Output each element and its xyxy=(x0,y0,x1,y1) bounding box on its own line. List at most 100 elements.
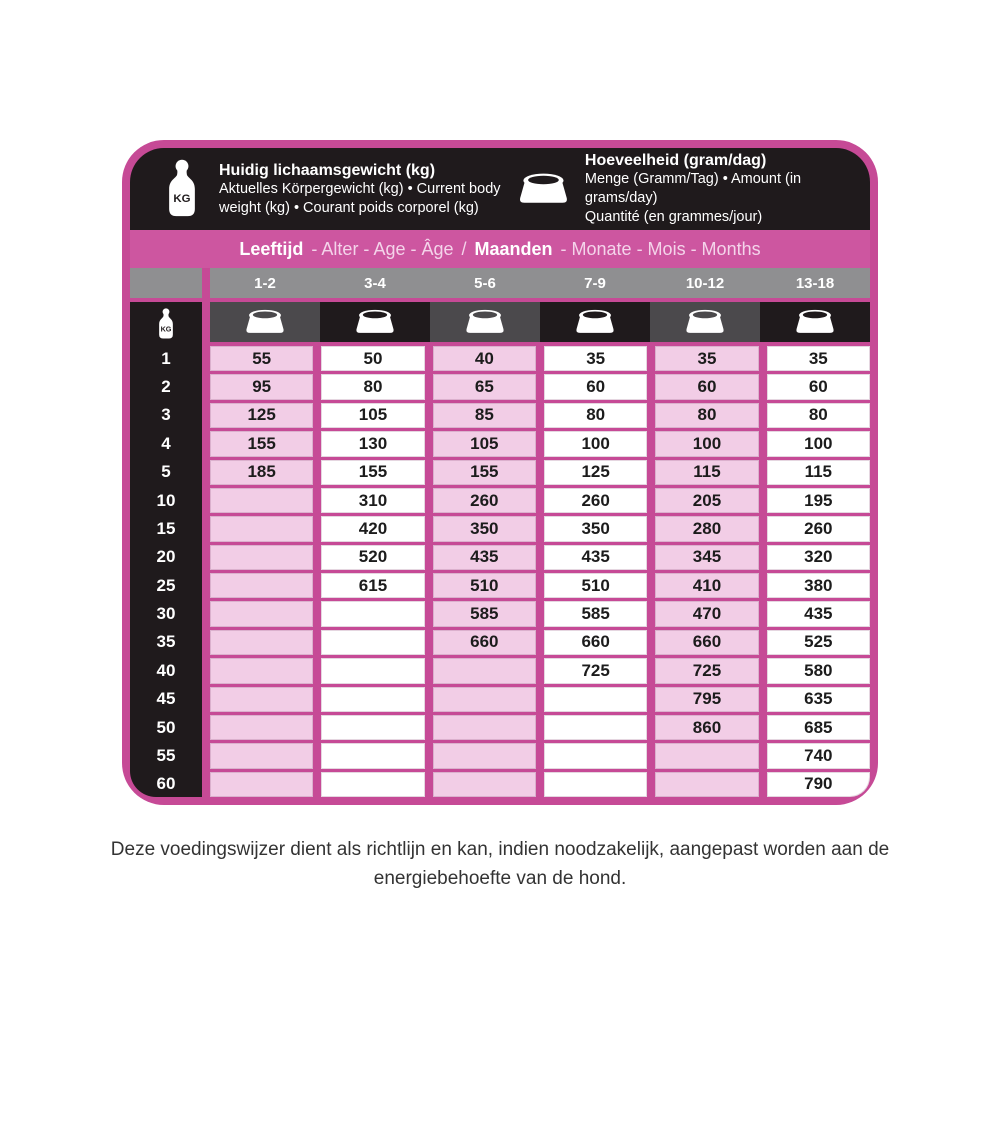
amount-cell: 205 xyxy=(655,487,759,514)
dog-bowl-icon xyxy=(356,309,394,333)
amount-cell: 725 xyxy=(543,658,648,684)
amount-cell: 155 xyxy=(210,431,314,457)
amount-cell: 615 xyxy=(321,573,425,599)
amount-cell: 280 xyxy=(655,516,759,542)
amount-cell xyxy=(210,686,314,712)
amount-cell: 115 xyxy=(766,459,870,485)
kg-row-label: 55 xyxy=(156,745,176,765)
amount-cell: 80 xyxy=(766,402,870,429)
age-column-label: 7-9 xyxy=(584,274,606,292)
kg-row-label: 40 xyxy=(156,660,176,680)
table-row: 125 105 85 80 80 80 xyxy=(210,402,870,429)
amount-cell: 795 xyxy=(655,686,759,712)
feeding-guide-inner: KG Huidig lichaamsgewicht (kg) Aktuelles… xyxy=(130,148,870,797)
amount-cell: 260 xyxy=(543,487,648,514)
table-row: 520 435 435 345 320 xyxy=(210,544,870,570)
table-row: 860 685 xyxy=(210,714,870,741)
age-column-label: 3-4 xyxy=(364,274,386,292)
amount-cell xyxy=(543,771,648,797)
kg-row-labels: 1 2 3 4 5 10 15 20 25 30 35 40 45 50 55 60 xyxy=(130,346,202,797)
amount-cell: 660 xyxy=(655,629,759,656)
kg-row-label: 30 xyxy=(156,604,176,624)
amount-cell: 585 xyxy=(432,601,536,627)
amount-cell: 260 xyxy=(432,487,536,514)
amount-cell: 55 xyxy=(210,346,314,372)
amount-cell: 60 xyxy=(543,374,648,400)
feeding-guide-card: KG Huidig lichaamsgewicht (kg) Aktuelles… xyxy=(122,140,878,805)
kg-row-label: 15 xyxy=(156,518,176,538)
kg-icon-cell: KG xyxy=(130,302,202,346)
amount-cell: 410 xyxy=(655,573,759,599)
table-row: 55 50 40 35 35 35 xyxy=(210,346,870,372)
amount-cell xyxy=(210,573,314,599)
amount-cell: 185 xyxy=(210,459,314,485)
amount-cell: 35 xyxy=(655,346,759,372)
age-band-maanden: Maanden xyxy=(474,238,553,259)
body-weight-subtitle-line2: weight (kg) • Courant poids corporel (kg… xyxy=(219,199,479,216)
amount-cell xyxy=(321,743,425,769)
amount-subtitle-line1: Menge (Gramm/Tag) • Amount (in grams/day… xyxy=(584,171,802,206)
kg-row-label: 2 xyxy=(161,377,171,397)
kg-row-label: 1 xyxy=(161,348,171,368)
table-row: 660 660 660 525 xyxy=(210,629,870,656)
amount-cell: 60 xyxy=(655,374,759,400)
amount-cell: 40 xyxy=(432,346,536,372)
amount-cell: 635 xyxy=(766,686,870,712)
age-column-label: 1-2 xyxy=(254,274,276,292)
kg-row-label: 50 xyxy=(156,717,176,737)
kg-row-label: 45 xyxy=(156,689,176,709)
amount-cell xyxy=(432,686,536,712)
table-row: 790 xyxy=(210,771,870,797)
amount-cell: 380 xyxy=(766,573,870,599)
amount-cell: 60 xyxy=(766,374,870,400)
amount-cell xyxy=(655,743,759,769)
table-header-bar: KG Huidig lichaamsgewicht (kg) Aktuelles… xyxy=(130,148,870,230)
table-row: 185 155 155 125 115 115 xyxy=(210,459,870,485)
bowl-icon-cell xyxy=(650,302,760,342)
amount-cell: 350 xyxy=(543,516,648,542)
data-columns: 1-2 3-4 5-6 7-9 10-12 13-18 55 50 40 35 35 35 95 80 6… xyxy=(210,268,870,797)
amount-cell xyxy=(210,629,314,656)
bowl-icon-cell xyxy=(430,302,540,342)
dog-bowl-icon xyxy=(246,309,284,333)
body-weight-subtitle-line1: Aktuelles Körpergewicht (kg) • Current b… xyxy=(219,180,501,197)
amount-cell: 310 xyxy=(321,487,425,514)
kg-weight-icon: KG xyxy=(169,159,195,217)
amount-cell: 320 xyxy=(766,544,870,570)
amount-cell xyxy=(210,658,314,684)
age-column-label: 13-18 xyxy=(795,274,835,292)
amount-cell: 125 xyxy=(543,459,648,485)
caption-line2: energiebehoefte van de hond. xyxy=(373,868,627,889)
amount-cell xyxy=(210,487,314,514)
age-band-leeftijd: Leeftijd xyxy=(239,238,304,259)
amount-cell xyxy=(210,743,314,769)
amount-cell: 65 xyxy=(432,374,536,400)
caption-line1: Deze voedingswijzer dient als richtlijn … xyxy=(110,839,890,860)
amount-cell: 580 xyxy=(766,658,870,684)
amount-cell xyxy=(543,714,648,741)
bowl-icon-cell xyxy=(210,302,320,342)
amount-cell: 510 xyxy=(432,573,536,599)
amount-cell: 520 xyxy=(321,544,425,570)
body-weight-header-text: Huidig lichaamsgewicht (kg) Aktuelles Kö… xyxy=(219,161,501,218)
kg-weight-icon: KG xyxy=(159,308,173,339)
table-row: 740 xyxy=(210,743,870,769)
amount-cell: 85 xyxy=(432,402,536,429)
amount-cell: 155 xyxy=(432,459,536,485)
amount-cell: 725 xyxy=(655,658,759,684)
amount-cell xyxy=(432,714,536,741)
amount-cell xyxy=(432,658,536,684)
amount-cell: 80 xyxy=(321,374,425,400)
age-column-label: 10-12 xyxy=(685,274,725,292)
kg-row-label: 20 xyxy=(156,547,176,567)
amount-cell: 740 xyxy=(766,743,870,769)
amount-cell: 130 xyxy=(321,431,425,457)
kg-row-label: 10 xyxy=(156,490,176,510)
amount-cell: 525 xyxy=(766,629,870,656)
amount-cell: 585 xyxy=(543,601,648,627)
bowl-icon-cell xyxy=(760,302,870,342)
amount-cell xyxy=(655,771,759,797)
kg-row-label: 4 xyxy=(161,433,171,453)
age-column-label: 5-6 xyxy=(474,274,496,292)
caption: Deze voedingswijzer dient als richtlijn … xyxy=(60,835,940,893)
